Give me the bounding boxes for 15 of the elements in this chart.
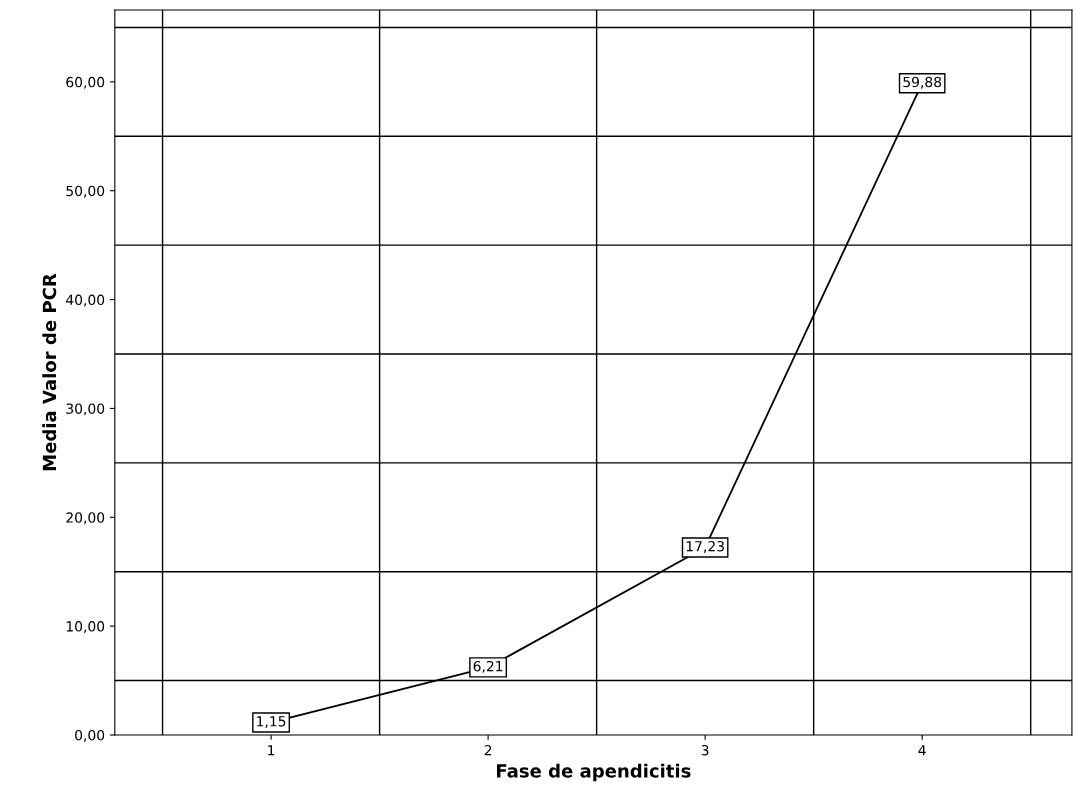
x-tick-label: 2 [484,744,492,756]
y-tick-label: 50,00 [66,185,105,198]
x-tick-label: 3 [701,744,709,756]
y-tick-label: 30,00 [66,403,105,416]
y-tick-label: 60,00 [66,76,105,89]
x-tick-label: 1 [268,745,275,756]
x-axis-title: Fase de apendicitis [497,763,691,782]
y-tick-label: 20,00 [66,512,105,525]
y-tick-label: 10,00 [66,621,105,634]
data-label: 59,88 [903,76,942,89]
x-tick-label: 4 [918,745,926,756]
data-label: 17,23 [686,540,724,553]
y-tick-label: 40,00 [66,294,105,307]
y-axis-title: Media Valor de PCR [42,273,57,471]
y-tick-label: 0,00 [75,729,105,742]
